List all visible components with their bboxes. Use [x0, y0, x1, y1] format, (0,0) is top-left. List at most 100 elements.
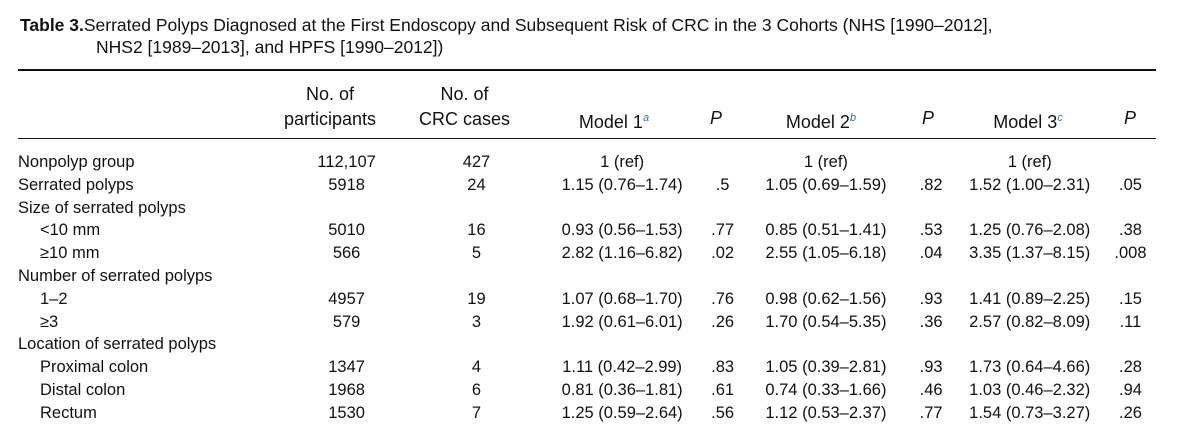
model2-cell: 1.12 (0.53–2.37)	[765, 403, 887, 422]
caption-line-1: Serrated Polyps Diagnosed at the First E…	[83, 15, 993, 35]
header-bottom-rule	[18, 138, 1156, 139]
cases-cell: 5	[471, 244, 482, 263]
model3-cell: 1.54 (0.73–3.27)	[969, 403, 1091, 422]
model3-cell: 1.73 (0.64–4.66)	[969, 358, 1091, 377]
caption-line-2: NHS2 [1989–2013], and HPFS [1990–2012])	[96, 37, 444, 57]
p2-cell: .36	[919, 312, 943, 331]
cases-cell: 7	[471, 403, 482, 422]
model1-cell: 1.15 (0.76–1.74)	[561, 175, 683, 194]
table-number: Table 3.	[20, 15, 84, 35]
row-label: 1–2	[40, 289, 68, 308]
footnote-b: b	[849, 112, 857, 124]
p2-cell: .93	[919, 358, 943, 377]
model3-cell	[955, 197, 1105, 220]
row-label: Serrated polyps	[18, 175, 134, 194]
table-caption: Table 3.Serrated Polyps Diagnosed at the…	[20, 14, 1170, 58]
p2-cell: .46	[919, 380, 943, 399]
header-p-2: P	[921, 108, 934, 128]
p2-cell: .93	[919, 289, 943, 308]
model2-cell: 1.70 (0.54–5.35)	[765, 312, 887, 331]
cases-cell	[410, 333, 543, 356]
row-label: Distal colon	[40, 380, 126, 399]
table-row: Distal colon 1968 6 0.81 (0.36–1.81) .61…	[18, 379, 1156, 402]
model2-cell: 0.85 (0.51–1.41)	[765, 221, 887, 240]
header-model-2: Model 2b	[785, 112, 857, 132]
header-p-1: P	[709, 108, 722, 128]
p1-cell: .83	[711, 358, 735, 377]
participants-cell: 566	[332, 244, 361, 263]
p3-cell: .008	[1114, 244, 1147, 263]
model2-cell	[744, 197, 908, 220]
p1-cell: .5	[715, 175, 730, 194]
model2-cell: 1.05 (0.69–1.59)	[765, 175, 887, 194]
section-label: Location of serrated polyps	[18, 335, 217, 354]
p2-cell	[908, 151, 955, 174]
header-model-1: Model 1a	[578, 112, 650, 132]
participants-cell: 112,107	[317, 153, 376, 171]
cases-cell: 4	[471, 358, 482, 377]
cases-cell: 24	[467, 175, 486, 194]
table-row: Nonpolyp group 112,107 427 1 (ref) 1 (re…	[18, 151, 1156, 174]
model1-cell: 1.07 (0.68–1.70)	[561, 289, 683, 308]
participants-cell	[283, 265, 409, 288]
footnote-a: a	[642, 112, 650, 124]
table-row: Serrated polyps 5918 24 1.15 (0.76–1.74)…	[18, 174, 1156, 197]
results-table: Nonpolyp group 112,107 427 1 (ref) 1 (re…	[18, 151, 1156, 425]
participants-cell: 4957	[328, 289, 365, 308]
cases-cell: 3	[471, 312, 482, 331]
model1-cell	[543, 197, 701, 220]
p2-cell: .77	[919, 403, 943, 422]
cases-cell	[410, 265, 543, 288]
table-row: Proximal colon 1347 4 1.11 (0.42–2.99) .…	[18, 356, 1156, 379]
p3-cell: .38	[1118, 221, 1142, 240]
model3-cell: 1.03 (0.46–2.32)	[969, 380, 1091, 399]
p3-cell: .28	[1118, 358, 1142, 377]
participants-cell: 5010	[328, 221, 365, 240]
model2-cell: 2.55 (1.05–6.18)	[765, 244, 887, 263]
participants-cell: 1530	[328, 403, 365, 422]
p2-cell: .04	[919, 244, 943, 263]
model1-cell: 1.11 (0.42–2.99)	[562, 358, 683, 377]
p2-cell: .82	[919, 175, 943, 194]
p1-cell: .76	[711, 289, 735, 308]
p3-cell	[1105, 197, 1156, 220]
p1-cell	[701, 197, 744, 220]
table-row: Size of serrated polyps	[18, 197, 1156, 220]
p2-cell	[908, 333, 955, 356]
model3-cell: 3.35 (1.37–8.15)	[969, 244, 1091, 263]
cases-cell: 427	[462, 153, 491, 171]
p2-cell	[908, 197, 955, 220]
p3-cell: .26	[1118, 403, 1142, 422]
cases-cell	[410, 197, 543, 220]
model3-cell: 1.41 (0.89–2.25)	[969, 289, 1091, 308]
row-label: ≥10 mm	[40, 244, 100, 263]
p3-cell: .15	[1118, 289, 1142, 308]
model1-cell: 0.81 (0.36–1.81)	[561, 380, 683, 399]
footnote-c: c	[1057, 112, 1063, 124]
participants-cell: 1968	[328, 380, 365, 399]
table-row: <10 mm 5010 16 0.93 (0.56–1.53) .77 0.85…	[18, 219, 1156, 242]
p2-cell: .53	[919, 221, 943, 240]
model3-cell	[955, 265, 1105, 288]
participants-cell: 1347	[328, 358, 365, 377]
model2-cell: 0.74 (0.33–1.66)	[765, 380, 887, 399]
model1-cell: 1 (ref)	[600, 153, 645, 171]
model1-cell: 1.92 (0.61–6.01)	[561, 312, 683, 331]
model2-cell: 1.05 (0.39–2.81)	[765, 358, 887, 377]
table-row: Rectum 1530 7 1.25 (0.59–2.64) .56 1.12 …	[18, 402, 1156, 425]
row-label: ≥3	[40, 312, 59, 331]
p3-cell	[1105, 333, 1156, 356]
participants-cell	[283, 333, 409, 356]
model3-cell: 1.52 (1.00–2.31)	[969, 175, 1091, 194]
table-row: Number of serrated polyps	[18, 265, 1156, 288]
p3-cell: .05	[1118, 175, 1142, 194]
p3-cell	[1105, 265, 1156, 288]
participants-cell: 5918	[328, 175, 365, 194]
model1-cell: 0.93 (0.56–1.53)	[561, 221, 683, 240]
participants-cell	[283, 197, 409, 220]
model3-cell: 1 (ref)	[1007, 153, 1052, 171]
participants-cell: 579	[332, 312, 361, 331]
p3-cell: .94	[1118, 380, 1142, 399]
p1-cell: .56	[711, 403, 735, 422]
table-row: 1–2 4957 19 1.07 (0.68–1.70) .76 0.98 (0…	[18, 288, 1156, 311]
